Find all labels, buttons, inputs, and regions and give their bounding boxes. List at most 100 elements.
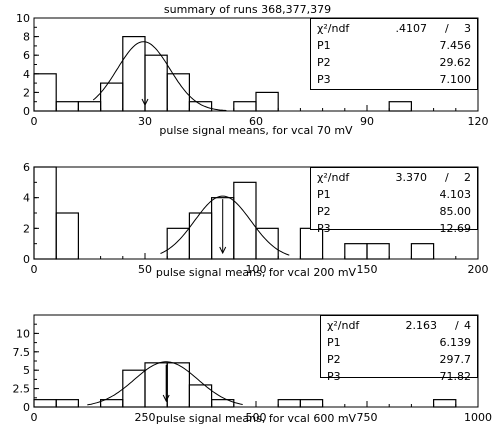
param-row: P2 297.7 xyxy=(327,353,471,367)
stat-label: P1 xyxy=(317,39,331,52)
x-tick-label: 30 xyxy=(138,115,152,128)
x-tick-label: 200 xyxy=(468,263,489,276)
stat-value: 85.00 xyxy=(439,205,472,218)
histogram-bar xyxy=(233,181,257,260)
x-axis-label: pulse signal means, for vcal 200 mV xyxy=(155,266,357,279)
x-tick-label: 500 xyxy=(246,411,267,424)
param-row: P1 7.456 xyxy=(317,39,471,53)
stat-label: P1 xyxy=(327,336,341,349)
stat-value: 29.62 xyxy=(439,56,472,69)
param-row: P1 4.103 xyxy=(317,188,471,202)
y-tick-label: 6 xyxy=(23,49,30,62)
y-tick-label: 7.5 xyxy=(13,346,31,359)
stat-label: P2 xyxy=(317,205,331,218)
histogram-bar xyxy=(366,243,390,260)
histogram-bar xyxy=(77,101,102,112)
fit-stats-box: χ²/ndf 2.163 / 4 P1 6.139 P2 297.7 P3 71.82 xyxy=(320,315,478,383)
y-tick-label: 6 xyxy=(23,161,30,174)
histogram-bar xyxy=(188,212,213,260)
chart-title: summary of runs 368,377,379 xyxy=(163,3,332,16)
slash: / xyxy=(455,319,459,332)
stat-value: 6.139 xyxy=(439,336,472,349)
stat-label: P2 xyxy=(317,56,331,69)
fit-stats-box: χ²/ndf 3.370 / 2 P1 4.103 P2 85.00 P3 12.69 xyxy=(310,167,478,235)
histogram-bar xyxy=(344,243,368,260)
ndf-value: 3 xyxy=(464,22,471,35)
gaussian-fit-curve xyxy=(160,195,290,256)
param-row: P3 71.82 xyxy=(327,370,471,384)
histogram-bar xyxy=(55,101,80,112)
param-row: P2 85.00 xyxy=(317,205,471,219)
x-axis-label: pulse signal means, for vcal 600 mV xyxy=(155,412,357,425)
y-tick-label: 10 xyxy=(16,12,30,25)
x-axis-label: pulse signal means, for vcal 70 mV xyxy=(159,124,353,137)
stat-value: 4.103 xyxy=(439,188,472,201)
y-tick-label: 4 xyxy=(23,68,30,81)
y-tick-label: 2 xyxy=(23,86,30,99)
x-tick-label: 100 xyxy=(246,263,267,276)
x-tick-label: 1000 xyxy=(464,411,492,424)
histogram-bar xyxy=(55,212,80,260)
y-tick-label: 10 xyxy=(16,327,30,340)
histogram-bar xyxy=(299,399,324,408)
mean-arrow-head xyxy=(141,98,149,107)
histogram-bar xyxy=(233,101,257,112)
x-tick-label: 120 xyxy=(468,115,489,128)
y-tick-label: 0 xyxy=(23,253,30,266)
y-tick-label: 5 xyxy=(23,364,30,377)
mean-arrow-head xyxy=(219,246,227,255)
stat-label: χ²/ndf xyxy=(317,171,350,184)
param-row: P2 29.62 xyxy=(317,56,471,70)
y-tick-label: 8 xyxy=(23,31,30,44)
x-tick-label: 750 xyxy=(357,411,378,424)
y-tick-label: 0 xyxy=(23,401,30,414)
histogram-bar xyxy=(144,54,168,112)
stat-value: 12.69 xyxy=(439,222,472,235)
histogram-bar xyxy=(410,243,435,260)
histogram-bar xyxy=(277,399,302,408)
stat-label: P1 xyxy=(317,188,331,201)
x-tick-label: 60 xyxy=(249,115,263,128)
stat-label: P3 xyxy=(317,222,331,235)
x-tick-label: 250 xyxy=(135,411,156,424)
stat-label: P3 xyxy=(327,370,341,383)
x-tick-label: 0 xyxy=(31,115,38,128)
ndf-value: 2 xyxy=(464,171,471,184)
histogram-bar xyxy=(255,91,279,112)
histogram-bar xyxy=(144,362,168,408)
histogram-bar xyxy=(33,166,57,260)
histogram-bar xyxy=(122,35,146,112)
chi2-value: 3.370 xyxy=(395,171,428,184)
stat-value: 297.7 xyxy=(439,353,472,366)
histogram-bar xyxy=(211,399,235,408)
gaussian-fit-curve xyxy=(92,41,227,111)
histogram-bar xyxy=(55,399,80,408)
histogram-bar xyxy=(433,399,457,408)
x-tick-label: 0 xyxy=(31,263,38,276)
chi2-value: 2.163 xyxy=(405,319,438,332)
param-row: P1 6.139 xyxy=(327,336,471,350)
histogram-bar xyxy=(166,73,190,112)
y-tick-label: 0 xyxy=(23,105,30,118)
histogram-bar xyxy=(188,384,213,408)
y-tick-label: 4 xyxy=(23,192,30,205)
stat-value: 7.456 xyxy=(439,39,472,52)
x-tick-label: 150 xyxy=(357,263,378,276)
ndf-value: 4 xyxy=(464,319,471,332)
mean-arrow-head xyxy=(162,394,170,403)
chi2-ndf-row: χ²/ndf 2.163 / 4 xyxy=(327,319,471,333)
histogram-bar xyxy=(188,101,213,112)
histogram-bar xyxy=(166,227,190,260)
stat-value: 71.82 xyxy=(439,370,472,383)
histogram-bar xyxy=(388,101,413,112)
param-row: P3 12.69 xyxy=(317,222,471,236)
gaussian-fit-curve xyxy=(87,361,243,406)
histogram-bar xyxy=(255,227,279,260)
x-tick-label: 0 xyxy=(31,411,38,424)
stat-label: P2 xyxy=(327,353,341,366)
slash: / xyxy=(445,22,449,35)
chi2-ndf-row: χ²/ndf 3.370 / 2 xyxy=(317,171,471,185)
histogram-bar xyxy=(33,73,57,112)
stat-label: P3 xyxy=(317,73,331,86)
